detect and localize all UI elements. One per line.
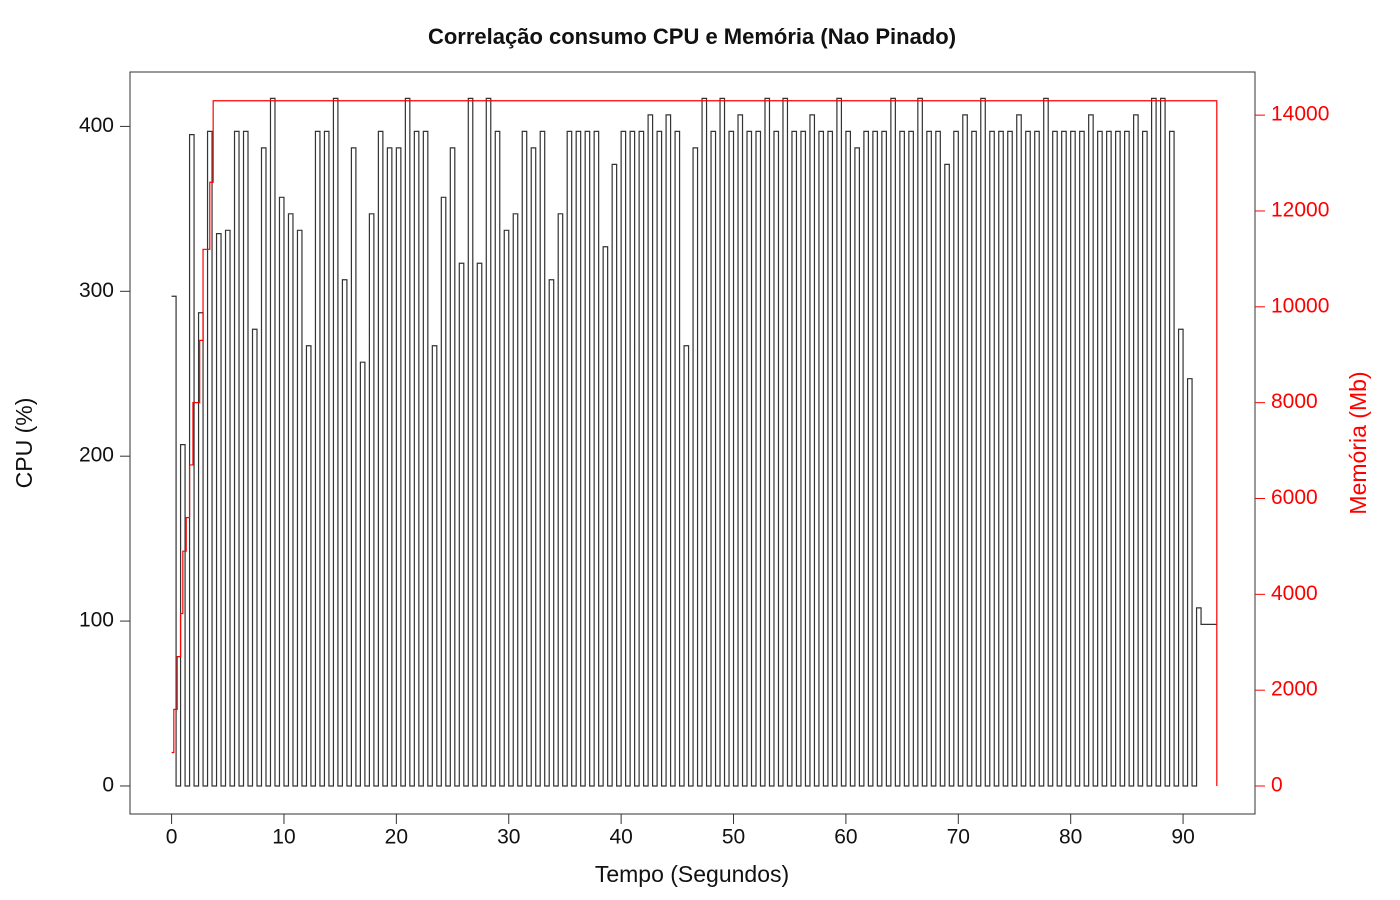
y2-tick-label: 2000	[1271, 678, 1318, 701]
x-tick-label: 90	[1171, 826, 1194, 849]
y2-tick-label: 10000	[1271, 294, 1329, 317]
chart-title: Correlação consumo CPU e Memória (Nao Pi…	[428, 24, 956, 49]
y2-tick-label: 14000	[1271, 103, 1329, 126]
y-tick-label: 400	[79, 114, 114, 137]
series-line	[171, 97, 1217, 787]
y2-tick-label: 12000	[1271, 199, 1329, 222]
x-tick-label: 70	[947, 826, 970, 849]
x-tick-label: 60	[834, 826, 857, 849]
y2-axis-label: Memória (Mb)	[1345, 371, 1371, 514]
y-tick-label: 300	[79, 279, 114, 302]
y-tick-label: 100	[79, 609, 114, 632]
y2-tick-label: 6000	[1271, 486, 1318, 509]
x-tick-label: 20	[385, 826, 408, 849]
x-tick-label: 10	[272, 826, 295, 849]
y-axis-label: CPU (%)	[11, 398, 37, 489]
x-tick-label: 40	[609, 826, 632, 849]
x-tick-label: 0	[166, 826, 178, 849]
x-tick-label: 80	[1059, 826, 1082, 849]
y-tick-label: 200	[79, 444, 114, 467]
y2-tick-label: 4000	[1271, 582, 1318, 605]
y2-tick-label: 8000	[1271, 390, 1318, 413]
y-tick-label: 0	[102, 774, 114, 797]
x-axis-label: Tempo (Segundos)	[595, 861, 789, 887]
x-tick-label: 50	[722, 826, 745, 849]
y2-tick-label: 0	[1271, 774, 1283, 797]
x-tick-label: 30	[497, 826, 520, 849]
plot-frame	[129, 71, 1256, 815]
series-line	[171, 100, 1218, 787]
